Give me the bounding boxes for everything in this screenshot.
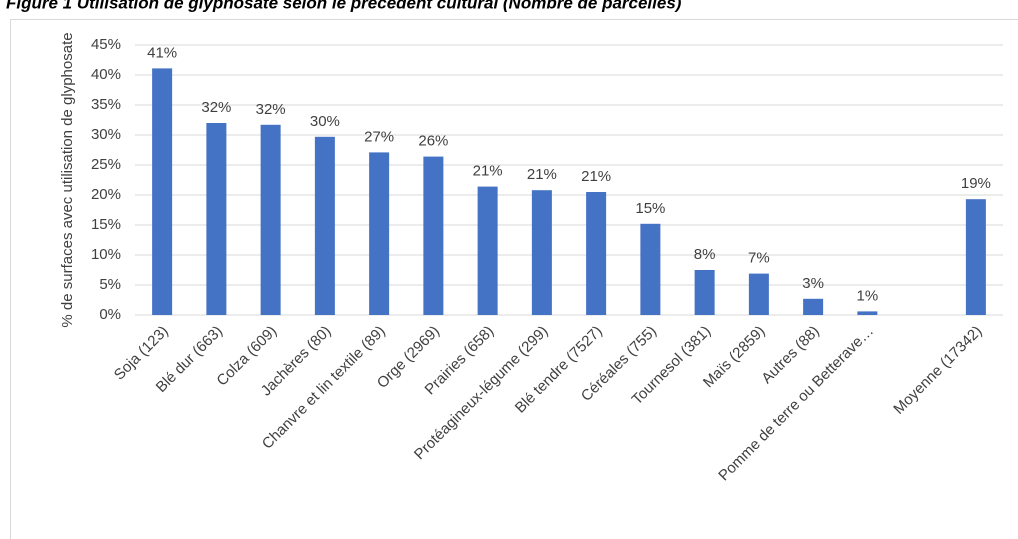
y-tick-label: 20% [91, 186, 121, 203]
bar [694, 270, 715, 315]
value-label: 32% [201, 99, 231, 116]
y-tick-label: 35% [91, 96, 121, 113]
chart-title: Figure 1 Utilisation de glyphosate selon… [6, 0, 682, 12]
bar [152, 68, 173, 316]
y-tick-label: 25% [91, 156, 121, 173]
value-label: 27% [364, 128, 394, 145]
value-label: 3% [802, 275, 824, 292]
bar [423, 156, 444, 315]
bar [803, 298, 824, 315]
y-tick-label: 10% [91, 246, 121, 263]
bar [477, 186, 498, 315]
bar [260, 124, 281, 315]
value-label: 41% [147, 44, 177, 61]
bar [206, 123, 227, 315]
bar [314, 136, 335, 315]
value-label: 19% [961, 175, 991, 192]
x-tick-label: Moyenne (17342) [890, 323, 985, 418]
value-label: 21% [473, 163, 503, 180]
y-tick-label: 0% [99, 306, 121, 323]
value-label: 21% [581, 168, 611, 185]
y-tick-label: 5% [99, 276, 121, 293]
value-label: 15% [635, 200, 665, 217]
y-axis-title: % de surfaces avec utilisation de glypho… [59, 32, 76, 327]
bar [965, 199, 986, 315]
y-tick-label: 40% [91, 66, 121, 83]
y-tick-label: 30% [91, 126, 121, 143]
bar [586, 192, 607, 315]
value-label: 1% [857, 287, 879, 304]
y-tick-label: 45% [91, 36, 121, 53]
value-label: 8% [694, 246, 716, 263]
bar [748, 273, 769, 315]
value-label: 21% [527, 166, 557, 183]
value-label: 30% [310, 113, 340, 130]
bar [857, 311, 878, 315]
value-label: 7% [748, 250, 770, 267]
bar [640, 223, 661, 315]
value-label: 26% [418, 133, 448, 150]
bar [531, 190, 552, 315]
y-tick-label: 15% [91, 216, 121, 233]
bar [369, 152, 390, 315]
value-label: 32% [256, 101, 286, 118]
chart-frame [10, 19, 1018, 539]
